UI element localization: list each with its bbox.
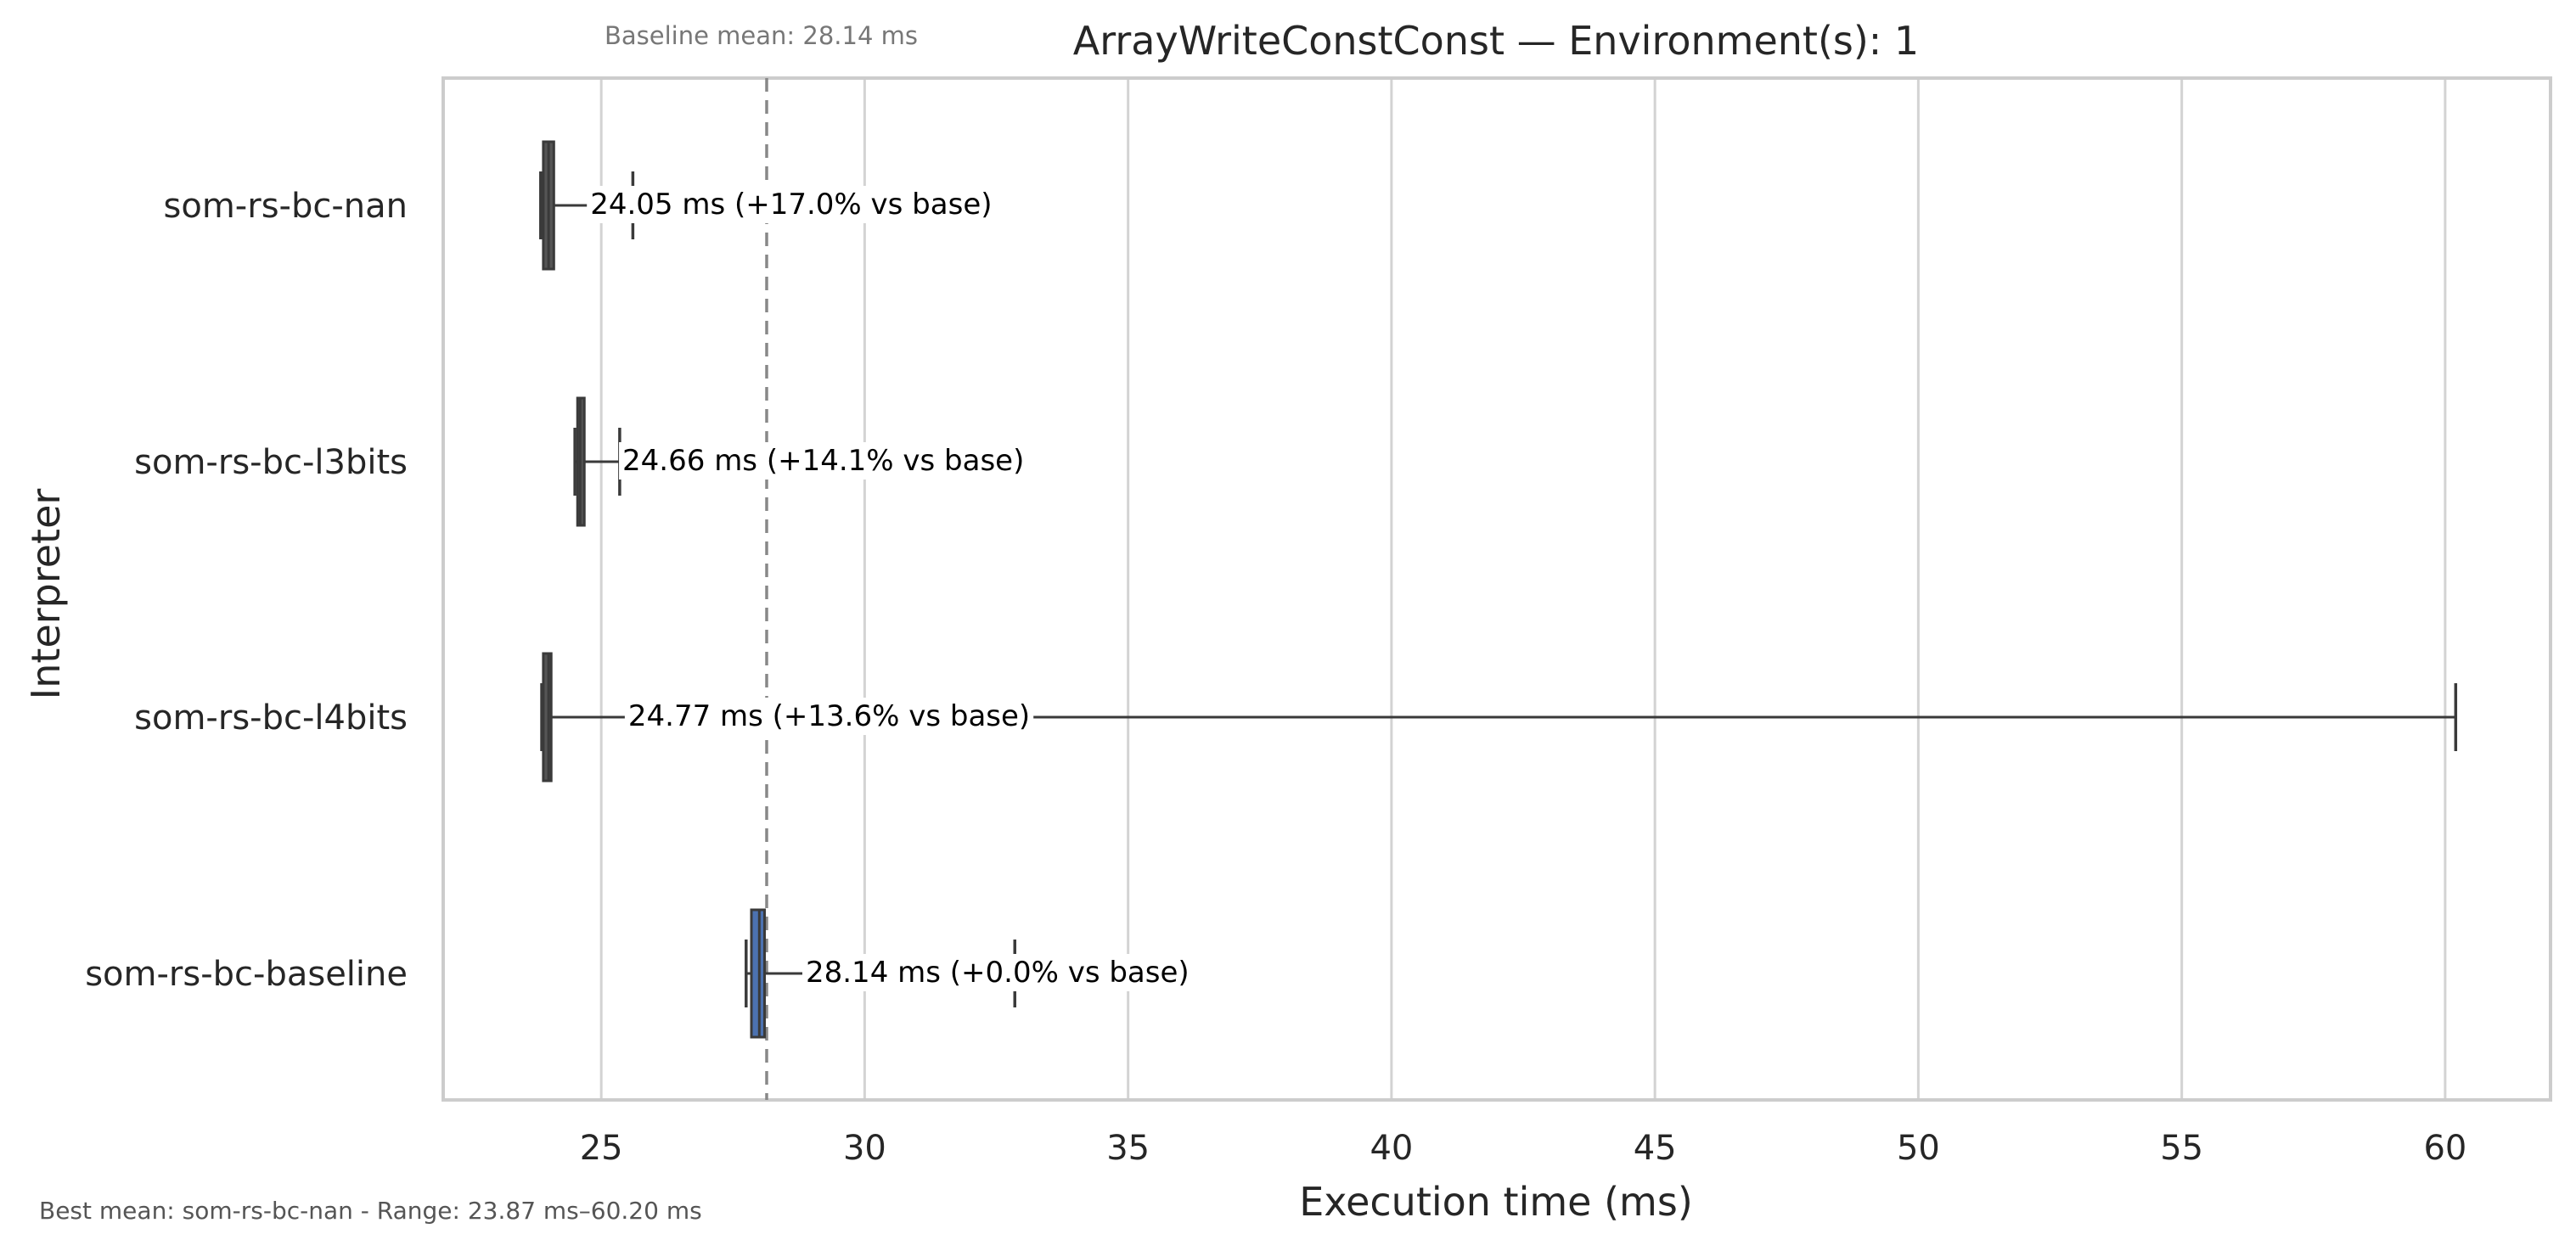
annotation-bg-som-rs-bc-l4bits (624, 698, 1034, 735)
chart-title: ArrayWriteConstConst — Environment(s): 1 (1073, 18, 1919, 64)
annotation-bg-som-rs-bc-nan (587, 186, 996, 223)
annotation-bg-som-rs-bc-baseline (801, 954, 1193, 991)
annotation-som-rs-bc-l3bits: 24.66 ms (+14.1% vs base) (622, 444, 1024, 478)
baseline-label: Baseline mean: 28.14 ms (605, 21, 918, 50)
x-tick-label-25: 25 (580, 1129, 623, 1168)
plot-frame (442, 76, 2552, 1102)
x-tick-label-40: 40 (1370, 1129, 1413, 1168)
annotation-bg-som-rs-bc-l3bits (619, 442, 1028, 480)
x-tick-label-50: 50 (1897, 1129, 1940, 1168)
grid-lines (599, 78, 2447, 1100)
annotation-som-rs-bc-baseline: 28.14 ms (+0.0% vs base) (806, 956, 1190, 990)
x-tick-label-35: 35 (1106, 1129, 1150, 1168)
x-tick-label-30: 30 (843, 1129, 886, 1168)
box-rect-som-rs-bc-baseline (750, 908, 767, 1039)
y-tick-labels: som-rs-bc-nan som-rs-bc-l3bits som-rs-bc-l… (85, 187, 408, 994)
y-tick-label-som-rs-bc-baseline: som-rs-bc-baseline (85, 955, 408, 994)
annotation-som-rs-bc-l4bits: 24.77 ms (+13.6% vs base) (628, 699, 1030, 733)
x-tick-label-45: 45 (1634, 1129, 1677, 1168)
y-tick-label-som-rs-bc-l4bits: som-rs-bc-l4bits (134, 698, 408, 738)
x-axis-label: Execution time (ms) (1299, 1179, 1693, 1225)
annotation-som-rs-bc-nan: 24.05 ms (+17.0% vs base) (590, 188, 992, 222)
x-tick-label-60: 60 (2423, 1129, 2466, 1168)
box-som-rs-bc-l3bits (573, 396, 622, 527)
x-tick-labels: 25 30 35 40 45 50 55 60 (580, 1129, 2467, 1168)
footer-note: Best mean: som-rs-bc-nan - Range: 23.87 … (39, 1197, 702, 1225)
y-tick-label-som-rs-bc-l3bits: som-rs-bc-l3bits (134, 443, 408, 482)
box-series (539, 140, 2458, 1039)
y-tick-label-som-rs-bc-nan: som-rs-bc-nan (164, 187, 408, 226)
x-tick-label-55: 55 (2160, 1129, 2203, 1168)
box-rect-som-rs-bc-l4bits (542, 652, 553, 783)
annotations: 24.05 ms (+17.0% vs base) 24.66 ms (+14.1… (587, 186, 1193, 991)
y-axis-label: Interpreter (23, 489, 69, 700)
